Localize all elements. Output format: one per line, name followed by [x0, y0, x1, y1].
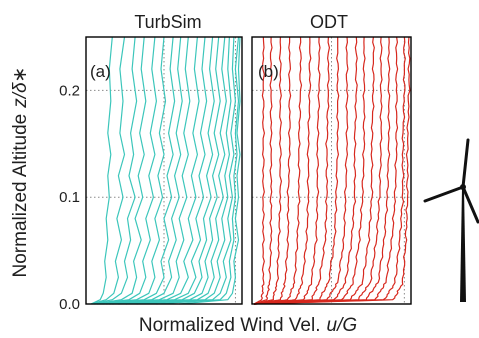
panel-b-profile-15 — [253, 36, 391, 305]
panel-b-profile-14 — [253, 36, 383, 305]
panel-b-profile-4 — [253, 37, 292, 305]
panel-b-profile-6 — [253, 36, 312, 305]
panel-b-plot-area — [252, 36, 411, 305]
panel-a-profile-3 — [92, 36, 138, 305]
y-tick-label: 0.0 — [59, 296, 80, 313]
panel-a-profile-5 — [95, 36, 157, 305]
panel-a-profile-8 — [100, 36, 183, 305]
panel-a-profile-14 — [118, 36, 227, 305]
x-axis-label: Normalized Wind Vel. u/G — [139, 315, 357, 336]
y-tick-label: 0.2 — [59, 82, 80, 99]
panel-b-profile-1 — [253, 36, 265, 305]
panel-b-profile-9 — [253, 37, 340, 305]
panel-a-profile-2 — [90, 36, 126, 305]
panel-b-profile-3 — [253, 36, 282, 305]
panel-b-profile-11 — [253, 36, 358, 305]
panel-b-profile-7 — [253, 36, 321, 305]
panel-a-profile-13 — [112, 36, 221, 305]
panel-a-title: TurbSim — [134, 12, 201, 32]
panel-b-profile-8 — [253, 36, 330, 305]
y-tick-label: 0.1 — [59, 189, 80, 206]
panel-a-profile-11 — [106, 36, 208, 305]
panel-b-profile-12 — [253, 36, 366, 305]
y-axis-label: Normalized Altitudez/δ∗ — [10, 67, 31, 278]
panel-a-profile-17 — [156, 36, 240, 305]
panel-b-label: (b) — [258, 62, 279, 81]
panel-b-profile-17 — [253, 36, 406, 305]
panel-b-frame — [251, 36, 412, 305]
panel-a-profile-18 — [179, 36, 241, 305]
y-tick-labels: 0.0 0.1 0.2 — [59, 82, 80, 313]
panel-a-frame — [85, 36, 243, 305]
panel-a-profile-4 — [94, 36, 147, 305]
panel-b-profile-5 — [253, 36, 303, 305]
panel-a-profile-10 — [103, 36, 200, 305]
panel-b-title: ODT — [310, 12, 348, 32]
panel-a-profile-15 — [125, 36, 232, 305]
panel-a-profile-1 — [90, 36, 113, 305]
panel-b-profile-16 — [253, 36, 399, 305]
panel-a-profile-9 — [101, 36, 191, 305]
wind-turbine-icon — [423, 138, 479, 302]
panel-b-profile-2 — [253, 36, 273, 305]
panel-b-profile-18 — [253, 36, 411, 305]
panel-a-profile-6 — [97, 36, 167, 305]
panel-a-profile-16 — [136, 36, 236, 305]
panel-a-profile-12 — [109, 36, 215, 305]
panel-b-profile-10 — [253, 36, 349, 305]
panel-b-profile-13 — [253, 36, 375, 305]
panel-a-label: (a) — [90, 62, 111, 81]
panel-a-profile-7 — [98, 36, 176, 305]
panel-a-plot-area — [86, 36, 242, 305]
